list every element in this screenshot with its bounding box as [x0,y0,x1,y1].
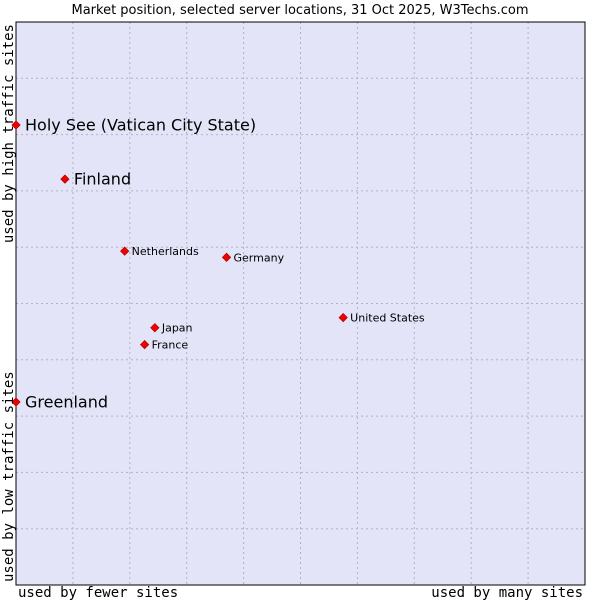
y-axis-label-bottom: used by low traffic sites [1,371,17,582]
point-marker-netherlands [120,246,130,256]
point-label-germany: Germany [234,251,285,264]
point-label-france: France [152,339,189,352]
point-marker-united-states [338,312,348,323]
point-marker-germany [221,252,232,262]
point-marker-japan [150,323,160,333]
data-point-japan: Japan [150,322,193,335]
point-label-netherlands: Netherlands [132,245,199,258]
point-marker-greenland [11,397,21,407]
data-point-netherlands: Netherlands [120,245,199,258]
point-marker-france [139,339,150,350]
data-point-france: France [139,339,189,352]
data-point-greenland: Greenland [11,393,108,412]
data-point-united-states: United States [338,312,425,325]
x-axis-label-left: used by fewer sites [18,585,178,600]
point-label-united-states: United States [350,312,425,325]
data-point-germany: Germany [221,251,285,264]
point-label-japan: Japan [161,322,193,335]
data-point-holy-see-vatican-city-state: Holy See (Vatican City State) [11,116,256,135]
point-marker-finland [60,174,70,184]
point-label-finland: Finland [74,170,131,189]
chart-title: Market position, selected server locatio… [71,3,528,18]
point-label-greenland: Greenland [25,393,108,412]
plot-border [15,21,586,586]
grid-lines [16,22,585,585]
point-label-holy-see-vatican-city-state: Holy See (Vatican City State) [25,116,256,135]
x-axis-label-right: used by many sites [431,585,583,600]
data-points: Holy See (Vatican City State) Finland Neth… [11,116,425,412]
y-axis-label-top: used by high traffic sites [1,24,17,243]
point-marker-holy-see-vatican-city-state [11,120,21,130]
data-point-finland: Finland [60,170,131,189]
